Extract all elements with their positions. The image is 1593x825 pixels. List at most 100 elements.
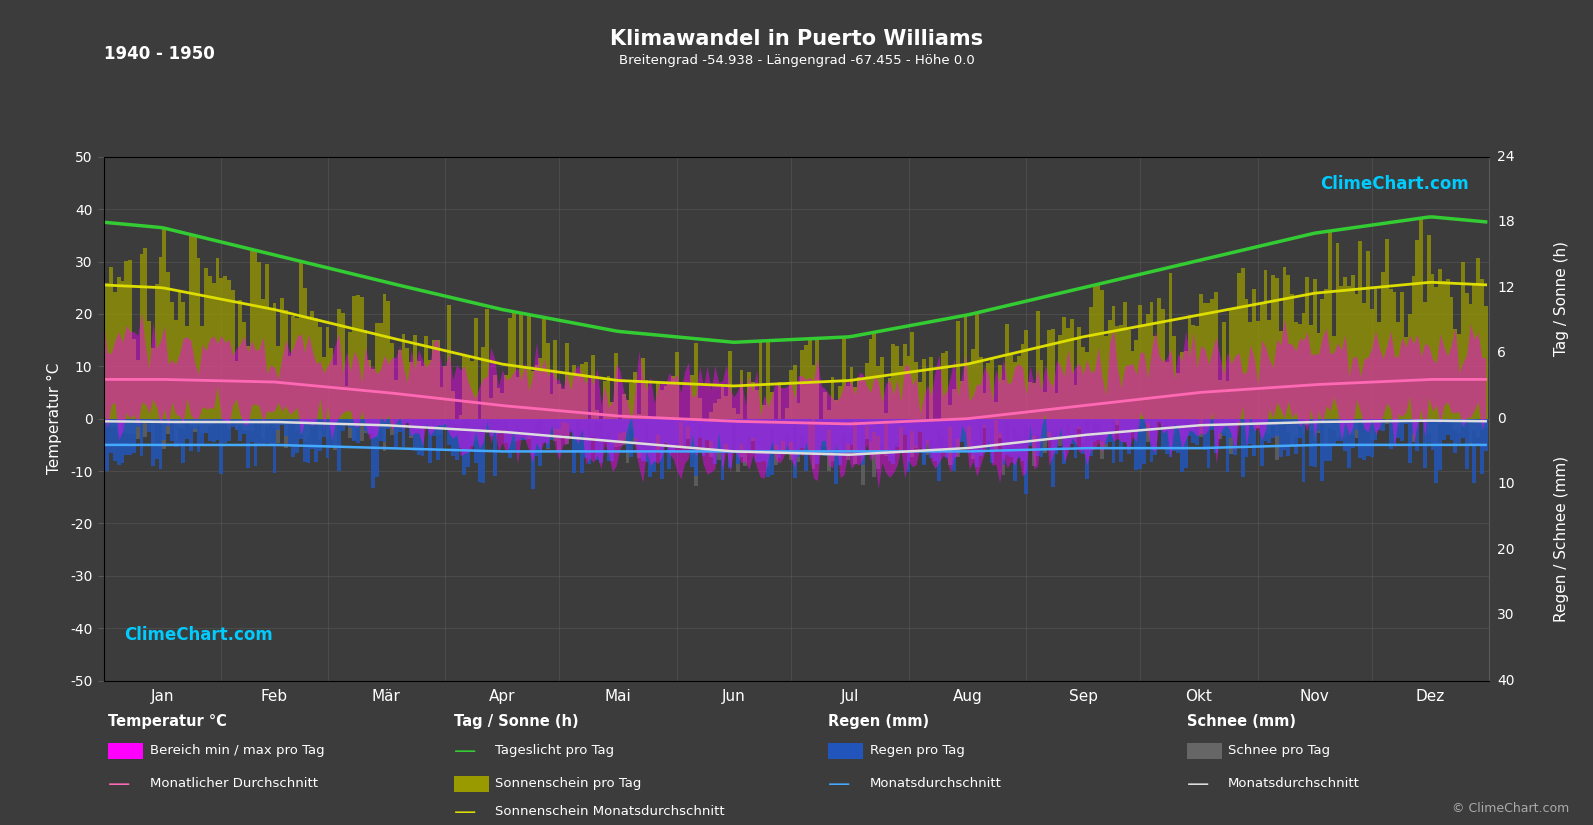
Bar — [876, 419, 879, 469]
Bar — [972, 419, 975, 459]
Bar — [478, 419, 481, 428]
Bar — [140, 254, 143, 419]
Bar — [812, 365, 816, 419]
Bar — [1274, 278, 1279, 419]
Bar — [1286, 276, 1290, 419]
Bar — [1279, 419, 1282, 421]
Bar — [1378, 419, 1381, 430]
Bar — [1461, 419, 1466, 438]
Bar — [664, 419, 667, 443]
Bar — [1172, 419, 1176, 434]
Bar — [135, 361, 140, 419]
Bar — [796, 403, 800, 419]
Bar — [1090, 419, 1093, 455]
Bar — [887, 419, 892, 461]
Bar — [276, 419, 280, 431]
Bar — [873, 419, 876, 477]
Text: 0: 0 — [1497, 412, 1505, 426]
Bar — [1211, 419, 1214, 421]
Bar — [1016, 356, 1021, 419]
Bar — [193, 419, 196, 429]
Bar — [1145, 419, 1150, 423]
Bar — [561, 419, 566, 435]
Bar — [1469, 304, 1472, 419]
Bar — [709, 419, 714, 457]
Bar — [368, 419, 371, 432]
Bar — [580, 419, 585, 430]
Bar — [879, 356, 884, 419]
Bar — [140, 419, 143, 456]
Bar — [1055, 394, 1058, 419]
Bar — [1381, 419, 1384, 431]
Bar — [777, 419, 781, 453]
Bar — [190, 234, 193, 419]
Bar — [166, 272, 170, 419]
Bar — [903, 419, 906, 431]
Bar — [739, 419, 744, 456]
Bar — [1317, 419, 1321, 431]
Bar — [637, 414, 640, 419]
Bar — [174, 419, 177, 445]
Bar — [269, 419, 272, 445]
Bar — [1301, 313, 1305, 419]
Bar — [596, 419, 599, 422]
Bar — [698, 419, 701, 425]
Text: © ClimeChart.com: © ClimeChart.com — [1451, 802, 1569, 815]
Bar — [1070, 419, 1074, 445]
Bar — [994, 419, 997, 450]
Bar — [462, 354, 467, 419]
Bar — [132, 339, 135, 419]
Bar — [379, 419, 382, 441]
Bar — [135, 419, 140, 439]
Bar — [906, 419, 911, 453]
Bar — [1008, 419, 1013, 446]
Bar — [577, 419, 580, 421]
Bar — [264, 419, 269, 443]
Bar — [1153, 419, 1157, 427]
Bar — [344, 385, 349, 419]
Bar — [1070, 419, 1074, 438]
Bar — [918, 382, 922, 419]
Bar — [959, 381, 964, 419]
Bar — [1024, 419, 1027, 494]
Bar — [185, 419, 190, 423]
Bar — [1115, 419, 1120, 425]
Bar — [1222, 419, 1225, 436]
Bar — [1211, 299, 1214, 419]
Bar — [1077, 419, 1082, 427]
Bar — [116, 419, 121, 465]
Bar — [325, 419, 330, 458]
Bar — [1027, 382, 1032, 419]
Bar — [451, 390, 454, 419]
Bar — [1096, 284, 1101, 419]
Bar — [887, 419, 892, 452]
Bar — [459, 419, 462, 448]
Bar — [602, 419, 607, 438]
Bar — [1206, 419, 1211, 421]
Bar — [569, 419, 572, 428]
Bar — [1120, 419, 1123, 462]
Bar — [816, 419, 819, 464]
Bar — [1446, 419, 1450, 423]
Bar — [349, 332, 352, 419]
Bar — [527, 419, 530, 437]
Bar — [994, 419, 997, 420]
Bar — [1120, 419, 1123, 433]
Bar — [675, 352, 679, 419]
Bar — [800, 419, 804, 434]
Bar — [322, 419, 325, 437]
Bar — [1134, 341, 1139, 419]
Bar — [1400, 419, 1403, 441]
Bar — [516, 419, 519, 441]
Bar — [1450, 297, 1453, 419]
Bar — [489, 419, 492, 421]
Bar — [763, 405, 766, 419]
Bar — [1442, 280, 1446, 419]
Bar — [1214, 419, 1219, 420]
Bar — [1416, 419, 1419, 427]
Bar — [500, 419, 503, 423]
Bar — [819, 419, 824, 445]
Bar — [660, 419, 664, 479]
Bar — [151, 419, 155, 466]
Bar — [530, 419, 535, 434]
